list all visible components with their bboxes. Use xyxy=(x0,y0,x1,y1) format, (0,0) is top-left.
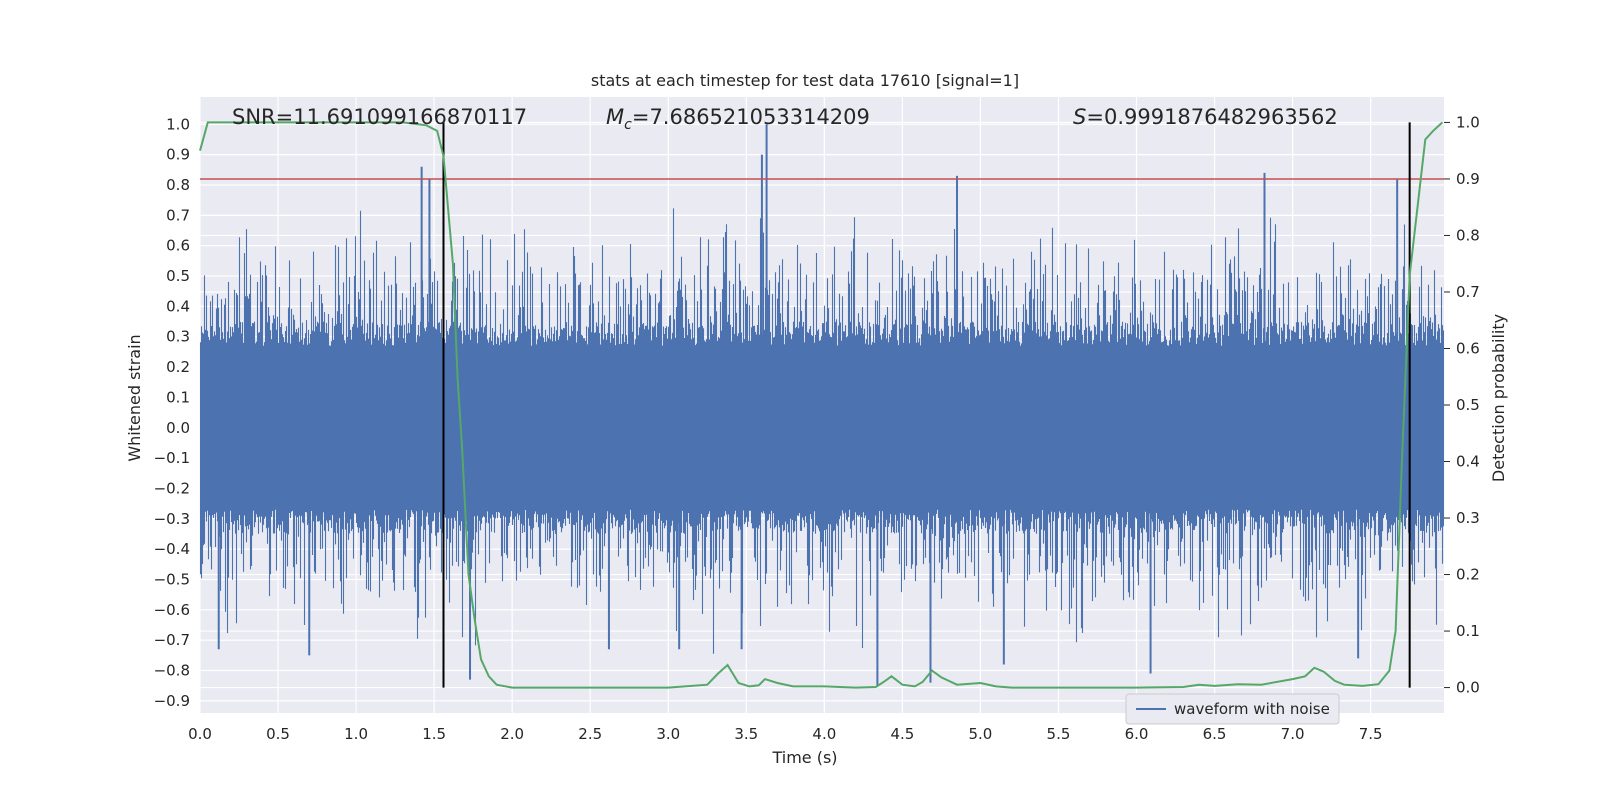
y-tick-label: 1.0 xyxy=(166,115,190,133)
x-tick-label: 4.5 xyxy=(890,725,914,743)
y2-tick-label: 1.0 xyxy=(1456,113,1480,131)
y-tick-label: −0.3 xyxy=(154,510,190,528)
x-tick-label: 2.0 xyxy=(500,725,524,743)
y2-tick-label: 0.6 xyxy=(1456,339,1480,357)
waveform-spikes xyxy=(217,124,1399,686)
y-tick-label: 0.2 xyxy=(166,358,190,376)
chart-title: stats at each timestep for test data 176… xyxy=(591,71,1019,90)
y-tick-label: −0.1 xyxy=(154,449,190,467)
y2-axis-ticks: 1.0 0.9 0.8 0.7 0.6 0.5 0.4 0.3 0.2 0.1 0.0 xyxy=(1444,113,1480,697)
x-tick-label: 5.5 xyxy=(1047,725,1071,743)
y-tick-label: −0.9 xyxy=(154,692,190,710)
mc-value: 7.686521053314209 xyxy=(649,105,869,129)
x-tick-label: 4.0 xyxy=(812,725,836,743)
y2-tick-label: 0.1 xyxy=(1456,622,1480,640)
mc-symbol: M xyxy=(606,105,624,129)
legend-box xyxy=(1125,693,1340,725)
x-tick-label: 1.0 xyxy=(344,725,368,743)
x-tick-label: 6.5 xyxy=(1203,725,1227,743)
y-axis-label: Whitened strain xyxy=(125,334,144,461)
detection-probability-series xyxy=(199,121,1444,689)
x-tick-label: 6.0 xyxy=(1125,725,1149,743)
snr-label: SNR xyxy=(232,105,276,129)
vertical-markers xyxy=(442,122,1411,688)
x-tick-label: 5.0 xyxy=(968,725,992,743)
y-tick-label: 0.3 xyxy=(166,328,190,346)
legend-entry-waveform: waveform with noise xyxy=(1174,700,1330,718)
snr-value: 11.691099166870117 xyxy=(293,105,527,129)
y2-tick-label: 0.0 xyxy=(1456,679,1480,697)
y-tick-label: 0.9 xyxy=(166,146,190,164)
y-tick-label: 0.1 xyxy=(166,388,190,406)
plot-area xyxy=(199,121,1445,689)
x-axis-ticks: 0.0 0.5 1.0 1.5 2.0 2.5 3.0 3.5 4.0 4.5 5.0 5.5 6.0 6… xyxy=(188,725,1382,743)
y-tick-label: −0.8 xyxy=(154,662,190,680)
x-tick-label: 0.5 xyxy=(266,725,290,743)
x-tick-label: 3.5 xyxy=(734,725,758,743)
y-tick-label: −0.5 xyxy=(154,570,190,588)
y-tick-label: 0.4 xyxy=(166,297,190,315)
mc-subscript: c xyxy=(624,117,632,133)
snr-annotation: SNR=11.691099166870117 xyxy=(232,105,527,129)
y2-tick-label: 0.7 xyxy=(1456,283,1480,301)
x-tick-label: 0.0 xyxy=(188,725,212,743)
legend: waveform with noise xyxy=(1125,693,1340,725)
x-tick-label: 2.5 xyxy=(578,725,602,743)
y2-axis-label: Detection probability xyxy=(1489,314,1508,482)
y2-tick-label: 0.4 xyxy=(1456,453,1480,471)
y-tick-label: 0.0 xyxy=(166,419,190,437)
x-tick-label: 7.5 xyxy=(1359,725,1383,743)
y-axis-ticks: 1.0 0.9 0.8 0.7 0.6 0.5 0.4 0.3 0.2 0.1 0.0 −0.1 −0.… xyxy=(154,115,190,710)
y2-tick-label: 0.3 xyxy=(1456,509,1480,527)
y2-tick-label: 0.2 xyxy=(1456,566,1480,584)
y-tick-label: 0.6 xyxy=(166,237,190,255)
s-symbol: S xyxy=(1073,105,1086,129)
y-tick-label: 0.7 xyxy=(166,206,190,224)
y2-tick-label: 0.9 xyxy=(1456,170,1480,188)
s-annotation: S=0.9991876482963562 xyxy=(1073,105,1338,129)
y-tick-label: 0.5 xyxy=(166,267,190,285)
y2-tick-label: 0.8 xyxy=(1456,226,1480,244)
s-equals: = xyxy=(1086,105,1104,129)
y-tick-label: −0.7 xyxy=(154,631,190,649)
waveform-series xyxy=(199,208,1445,654)
x-tick-label: 3.0 xyxy=(656,725,680,743)
y2-tick-label: 0.5 xyxy=(1456,396,1480,414)
x-tick-label: 7.0 xyxy=(1281,725,1305,743)
snr-equals: = xyxy=(276,105,294,129)
x-axis-label: Time (s) xyxy=(771,748,837,767)
chirp-mass-annotation: Mc=7.686521053314209 xyxy=(606,105,870,133)
mc-equals: = xyxy=(632,105,650,129)
y-tick-label: −0.6 xyxy=(154,601,190,619)
s-value: 0.9991876482963562 xyxy=(1104,105,1338,129)
y-tick-label: −0.2 xyxy=(154,479,190,497)
y-tick-label: 0.8 xyxy=(166,176,190,194)
y-tick-label: −0.4 xyxy=(154,540,190,558)
x-tick-label: 1.5 xyxy=(422,725,446,743)
